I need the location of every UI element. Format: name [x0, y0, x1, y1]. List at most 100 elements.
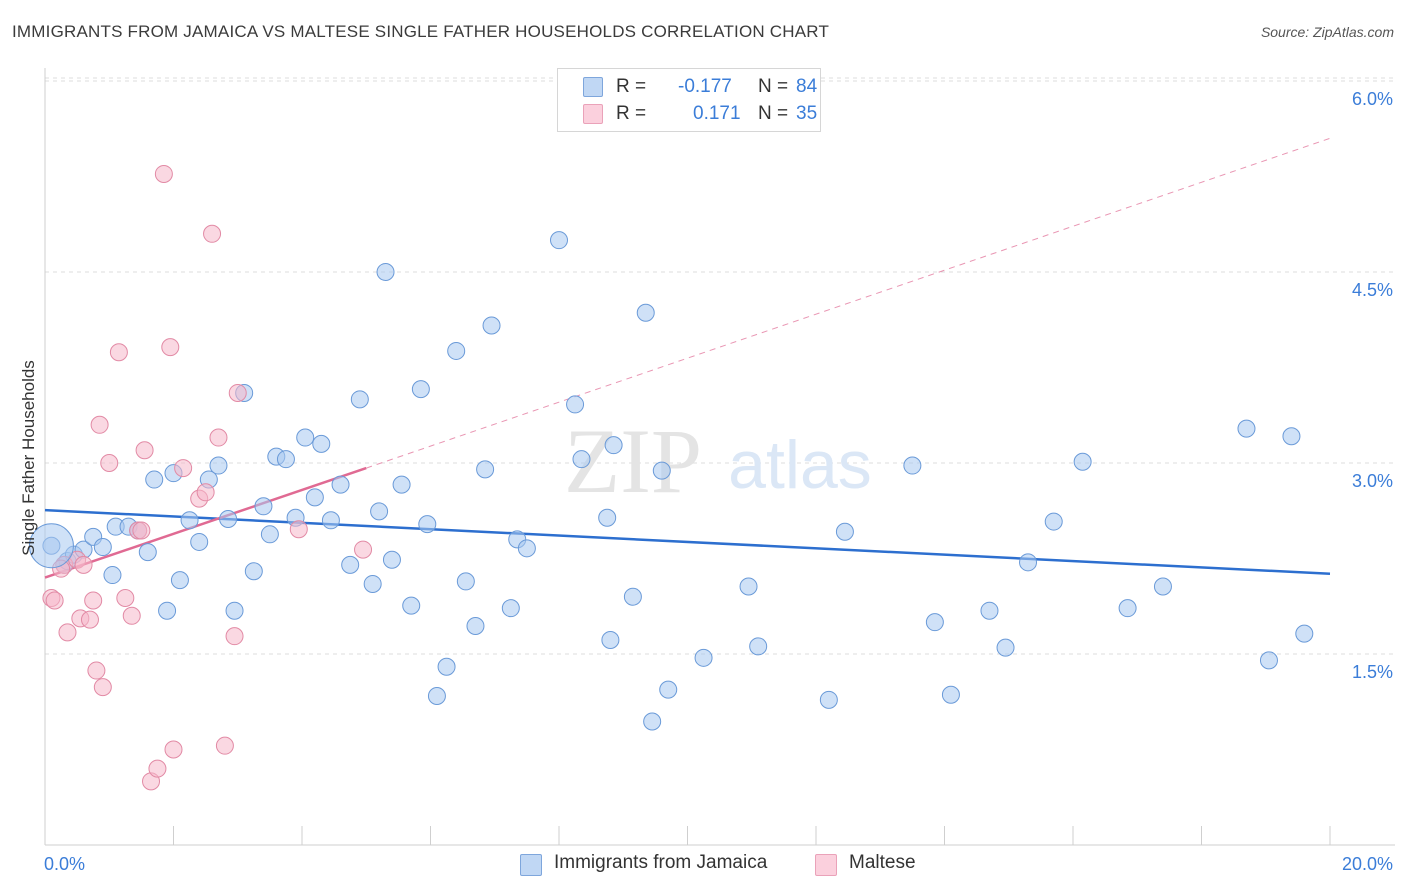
maltese-point — [203, 224, 222, 243]
jamaica-point — [260, 525, 279, 544]
jamaica-point — [254, 497, 273, 516]
n-label: N = — [758, 76, 789, 97]
jamaica-point — [517, 539, 536, 558]
jamaica-trend-line — [44, 508, 1331, 576]
jamaica-point — [437, 657, 456, 676]
jamaica-point — [244, 562, 263, 581]
jamaica-point — [466, 616, 485, 635]
maltese-point — [122, 606, 141, 625]
jamaica-point — [392, 475, 411, 494]
jamaica-point — [1073, 452, 1092, 471]
maltese-point — [228, 383, 247, 402]
axes — [44, 68, 1395, 846]
jamaica-point — [145, 470, 164, 489]
y-tick-label: 6.0% — [1352, 89, 1393, 109]
jamaica-point — [190, 532, 209, 551]
jamaica-point — [1118, 599, 1137, 618]
jamaica-point — [350, 390, 369, 409]
maltese-point — [164, 740, 183, 759]
jamaica-point — [225, 601, 244, 620]
n-value: 35 — [796, 103, 818, 124]
chart-title: IMMIGRANTS FROM JAMAICA VS MALTESE SINGL… — [12, 22, 830, 41]
maltese-point — [154, 164, 173, 183]
jamaica-point — [138, 543, 157, 562]
jamaica-point — [209, 456, 228, 475]
jamaica-point — [1295, 624, 1314, 643]
maltese-trend-extension — [366, 137, 1331, 469]
maltese-point — [84, 591, 103, 610]
jamaica-point — [382, 550, 401, 569]
jamaica-point — [158, 601, 177, 620]
jamaica-point — [476, 460, 495, 479]
jamaica-point — [103, 566, 122, 585]
legend-label-jamaica: Immigrants from Jamaica — [554, 852, 768, 873]
jamaica-point — [312, 434, 331, 453]
jamaica-point — [28, 523, 74, 569]
jamaica-point — [819, 690, 838, 709]
jamaica-point — [180, 511, 199, 530]
jamaica-point — [652, 461, 671, 480]
jamaica-point — [835, 522, 854, 541]
jamaica-point — [925, 613, 944, 632]
jamaica-point — [482, 316, 501, 335]
jamaica-point — [566, 395, 585, 414]
jamaica-point — [1019, 553, 1038, 572]
legend-swatch-jamaica — [520, 854, 542, 876]
jamaica-point — [694, 648, 713, 667]
jamaica-point — [447, 341, 466, 360]
jamaica-point — [321, 511, 340, 530]
jamaica-point — [659, 680, 678, 699]
watermark-atlas: atlas — [728, 427, 872, 503]
maltese-point — [196, 483, 215, 502]
watermark: ZIP atlas — [564, 410, 872, 512]
jamaica-point — [1259, 651, 1278, 670]
jamaica-point — [996, 638, 1015, 657]
jamaica-point — [170, 571, 189, 590]
jamaica-point — [941, 685, 960, 704]
maltese-point — [100, 454, 119, 472]
r-label: R = — [616, 76, 647, 97]
maltese-point — [109, 343, 128, 362]
maltese-point — [161, 338, 180, 357]
y-axis-label: Single Father Households — [19, 360, 38, 556]
maltese-point — [209, 428, 228, 447]
jamaica-point — [903, 456, 922, 475]
maltese-point — [174, 459, 193, 478]
jamaica-point — [1044, 512, 1063, 531]
x-tick-label: 20.0% — [1342, 854, 1393, 874]
chart-source: Source: ZipAtlas.com — [1260, 24, 1394, 40]
jamaica-point — [604, 436, 623, 455]
jamaica-point — [418, 515, 437, 534]
jamaica-point — [749, 637, 768, 656]
y-tick-label: 3.0% — [1352, 471, 1393, 491]
jamaica-point — [598, 508, 617, 527]
legend-label-maltese: Maltese — [849, 852, 916, 873]
jamaica-point — [305, 488, 324, 507]
maltese-point — [80, 610, 99, 629]
legend-swatch-maltese — [583, 104, 603, 124]
y-tick-label: 4.5% — [1352, 280, 1393, 300]
jamaica-point — [643, 712, 662, 731]
jamaica-point — [1282, 427, 1301, 446]
maltese-point — [135, 441, 154, 460]
n-label: N = — [758, 103, 789, 124]
jamaica-point — [363, 574, 382, 593]
n-value: 84 — [796, 76, 818, 97]
maltese-point — [74, 555, 93, 574]
maltese-point — [148, 759, 167, 778]
jamaica-point — [572, 450, 591, 469]
jamaica-point — [456, 572, 475, 591]
jamaica-point — [402, 596, 421, 615]
jamaica-point — [219, 510, 238, 529]
maltese-point — [90, 415, 109, 434]
trend-lines — [44, 137, 1331, 579]
tick-labels: 1.5% 3.0% 4.5% 6.0% 0.0% 20.0% — [44, 89, 1393, 874]
correlation-legend: R = -0.177 N = 84 R = 0.171 N = 35 — [557, 68, 821, 132]
jamaica-point — [623, 587, 642, 606]
maltese-point — [225, 627, 244, 646]
jamaica-point — [601, 630, 620, 649]
maltese-point — [87, 661, 106, 680]
jamaica-point — [1237, 419, 1256, 438]
legend-swatch-jamaica — [583, 77, 603, 97]
r-value: 0.171 — [693, 103, 741, 124]
